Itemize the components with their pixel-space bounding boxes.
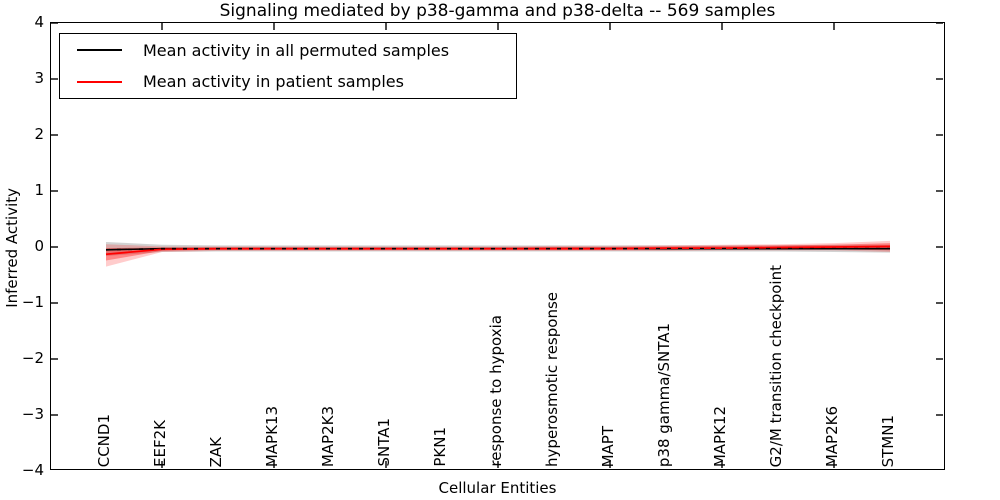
legend-label: Mean activity in all permuted samples xyxy=(143,40,450,60)
x-tick-label: MAPK13 xyxy=(263,405,281,467)
x-tick-label: PKN1 xyxy=(431,427,449,467)
x-tick-label: SNTA1 xyxy=(375,418,393,467)
x-tick-label: MAP2K3 xyxy=(319,405,337,467)
chart-canvas xyxy=(51,23,943,468)
y-tick-label: −1 xyxy=(21,293,44,311)
x-tick-label: STMN1 xyxy=(879,414,897,467)
y-tick-label: 1 xyxy=(34,181,44,199)
x-axis-label: Cellular Entities xyxy=(438,479,557,497)
y-tick-label: −4 xyxy=(21,461,44,479)
legend-item-permuted: Mean activity in all permuted samples xyxy=(60,35,516,65)
y-tick-label: −3 xyxy=(21,405,44,423)
legend: Mean activity in all permuted samples Me… xyxy=(59,33,517,99)
x-tick-label: response to hypoxia xyxy=(487,315,505,467)
x-tick-label: G2/M transition checkpoint xyxy=(767,264,785,467)
x-tick-label: MAPK12 xyxy=(711,405,729,467)
legend-line-sample-black xyxy=(77,49,122,52)
y-tick-label: 3 xyxy=(34,69,44,87)
x-tick-label: MAPT xyxy=(599,425,617,467)
chart-title: Signaling mediated by p38-gamma and p38-… xyxy=(219,1,776,21)
x-tick-label: EEF2K xyxy=(151,420,169,467)
legend-item-patient: Mean activity in patient samples xyxy=(60,67,516,97)
patient-samples-range-outer-band xyxy=(106,240,890,267)
y-tick-label: 2 xyxy=(34,125,44,143)
x-tick-label: ZAK xyxy=(207,436,225,467)
legend-line-sample-red xyxy=(77,80,122,83)
y-tick-label: 0 xyxy=(34,237,44,255)
y-tick-label: 4 xyxy=(34,13,44,31)
legend-label: Mean activity in patient samples xyxy=(143,72,404,92)
x-tick-label: p38 gamma/SNTA1 xyxy=(655,322,673,467)
y-tick-label: −2 xyxy=(21,349,44,367)
x-tick-label: MAP2K6 xyxy=(823,405,841,467)
patient-mean-line xyxy=(105,245,891,256)
x-tick-label: hyperosmotic response xyxy=(543,292,561,467)
x-tick-label: CCND1 xyxy=(95,413,113,467)
